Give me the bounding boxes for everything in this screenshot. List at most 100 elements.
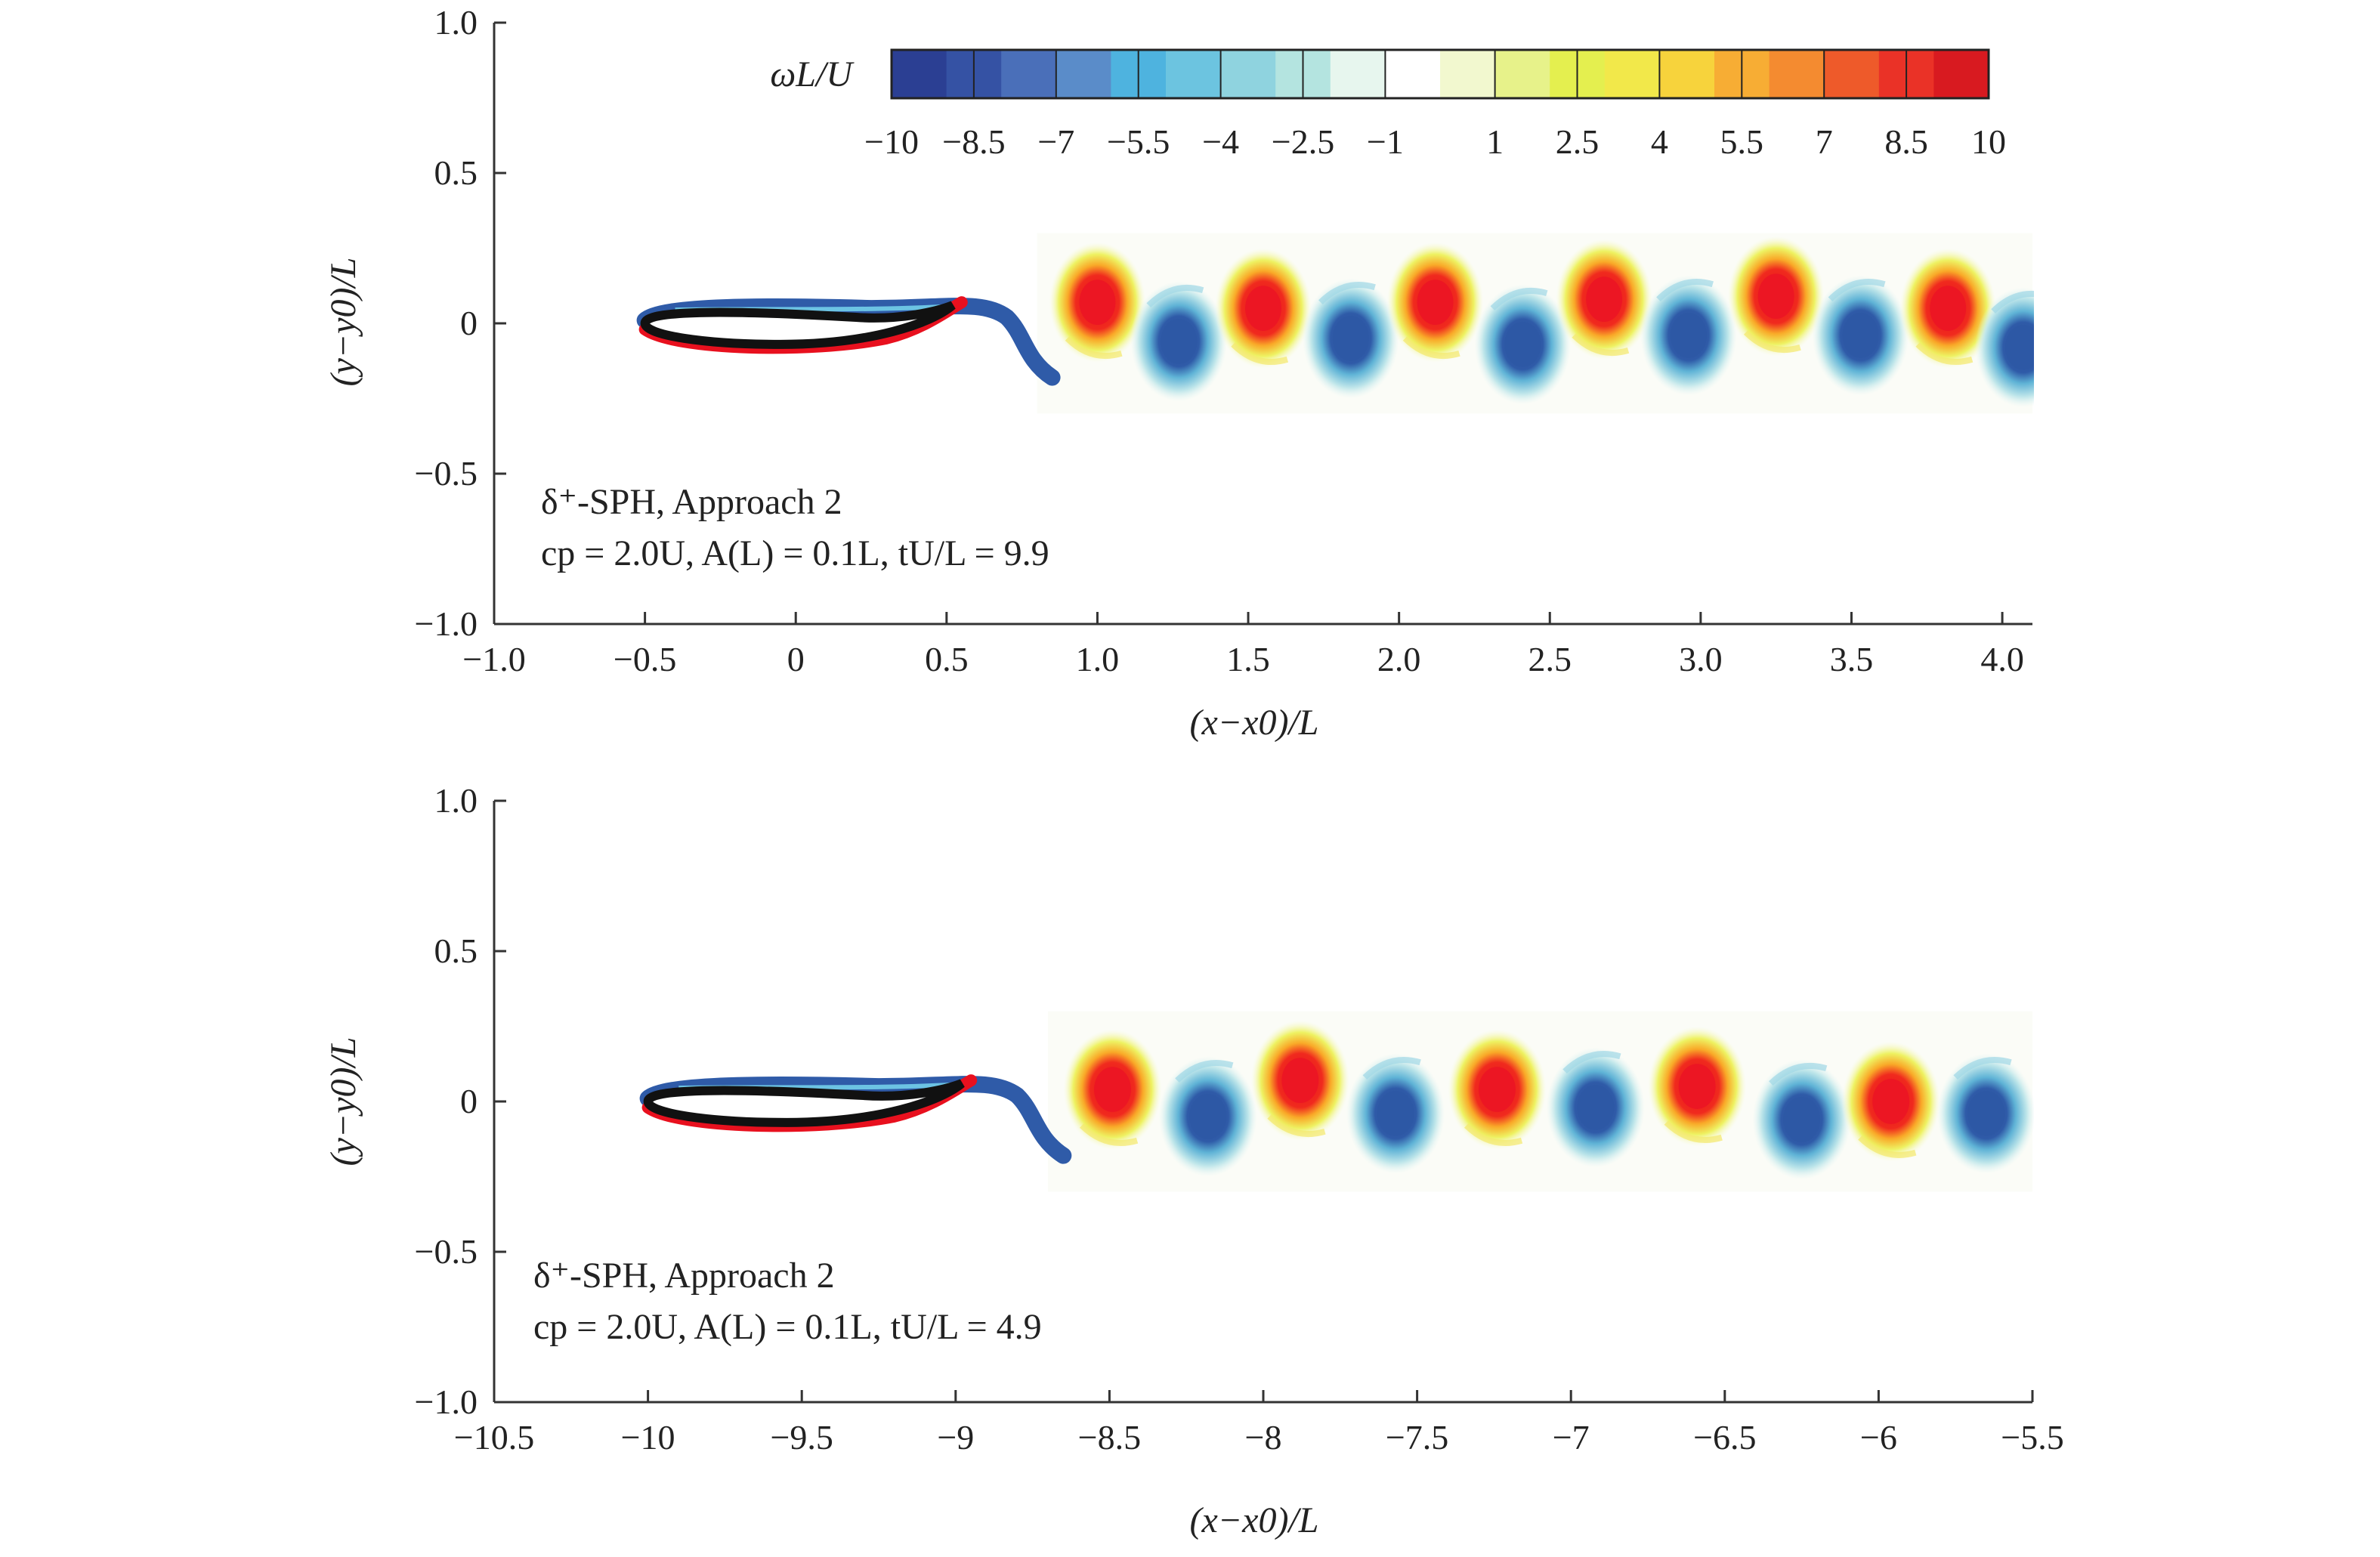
colorbar-tick-label: 2.5	[1556, 122, 1600, 161]
colorbar-swatch	[1330, 50, 1386, 98]
colorbar-tick-label: −2.5	[1272, 122, 1334, 161]
top-vortex-filament	[1065, 336, 1123, 360]
colorbar-tick-label: 10	[1971, 122, 2006, 161]
bottom-vortex-core-negative	[1189, 1094, 1227, 1139]
top-vortex-negative	[1975, 287, 2034, 408]
colorbar-swatch	[1659, 50, 1715, 98]
top-vortex-core-negative	[1842, 313, 1879, 358]
colorbar-swatch	[1385, 50, 1441, 98]
top-vortex-core-positive	[1586, 276, 1623, 323]
top-x-tick-label: 0	[787, 640, 805, 678]
bottom-vortex-filament	[1858, 1135, 1917, 1158]
top-y-tick-label: 0.5	[434, 153, 478, 192]
bottom-x-tick-label: −9	[937, 1418, 974, 1457]
top-x-tick-label: 1.5	[1226, 640, 1270, 678]
colorbar-tick-label: −10	[864, 122, 919, 161]
top-x-tick-label: 4.0	[1980, 640, 2024, 678]
top-vortex-filament	[1572, 333, 1630, 357]
top-vortex-core-negative	[1504, 322, 1541, 367]
bottom-vortex-filament	[1562, 1051, 1621, 1074]
bottom-y-tick-label: 1.0	[434, 781, 478, 820]
top-x-axis-label: (x−x0)/L	[1190, 703, 1319, 743]
colorbar-tick-label: −7	[1037, 122, 1074, 161]
top-axes: −1.0 −0.5 0 0.5 1.0 −1.0 −0.5 0 0.5 1.0 1.5 2.0 2.5 3…	[415, 3, 2032, 678]
bottom-vortex-filament	[1362, 1057, 1421, 1080]
top-vortex-filament	[1231, 341, 1289, 365]
bottom-vortex-filament	[1464, 1123, 1523, 1146]
colorbar: −10 −8.5 −7 −5.5 −4 −2.5 −1 1 2.5 4 5.5 7 8.5 10	[864, 48, 2006, 161]
top-vortex-core-positive	[1930, 286, 1967, 331]
colorbar-tick-label: 4	[1651, 122, 1668, 161]
bottom-x-tick-label: −6	[1860, 1418, 1897, 1457]
bottom-vortex-filament	[1769, 1062, 1828, 1086]
bottom-vortex-core-positive	[1479, 1067, 1516, 1112]
colorbar-swatch	[1056, 50, 1111, 98]
top-vortex-filament	[1402, 336, 1460, 360]
top-annotation-method: δ⁺-SPH, Approach 2	[541, 482, 842, 522]
top-vortex-filament	[1656, 279, 1714, 302]
bottom-vortex-filament	[1079, 1123, 1139, 1146]
colorbar-tick-label: 7	[1816, 122, 1833, 161]
colorbar-swatch	[1769, 50, 1825, 98]
bottom-y-axis-label: (y−y0)/L	[323, 1037, 363, 1166]
colorbar-swatch	[1824, 50, 1880, 98]
bottom-x-tick-label: −8	[1245, 1418, 1282, 1457]
bottom-x-tick-label: −9.5	[770, 1418, 833, 1457]
top-vortex-filament	[1743, 330, 1801, 354]
colorbar-label: ωL/U	[770, 54, 855, 94]
colorbar-swatch	[1933, 50, 1989, 98]
bottom-y-tick-label: −0.5	[415, 1232, 478, 1271]
bottom-x-tick-label: −10.5	[454, 1418, 534, 1457]
top-x-tick-label: 0.5	[925, 640, 969, 678]
bottom-vortex-core-negative	[1967, 1091, 2005, 1136]
bottom-y-tick-label: −1.0	[415, 1382, 478, 1421]
top-vortex-filament	[1146, 284, 1204, 308]
colorbar-tick-label: 8.5	[1884, 122, 1928, 161]
top-vortex-filament	[1828, 279, 1886, 302]
bottom-vortex-core-negative	[1783, 1097, 1821, 1142]
bottom-x-tick-label: −8.5	[1078, 1418, 1141, 1457]
top-vortex-core-negative	[1161, 319, 1198, 364]
top-vortex-core-positive	[1417, 280, 1454, 325]
bottom-x-tick-label: −7	[1553, 1418, 1590, 1457]
top-x-tick-label: 3.0	[1679, 640, 1723, 678]
bottom-vortex-core-negative	[1577, 1085, 1615, 1130]
bottom-vortex-core-positive	[1094, 1067, 1131, 1112]
bottom-annotation-method: δ⁺-SPH, Approach 2	[533, 1256, 835, 1296]
bottom-body-outline	[643, 1079, 965, 1127]
bottom-vortex-filament	[1175, 1060, 1234, 1083]
bottom-x-axis-label: (x−x0)/L	[1190, 1500, 1319, 1540]
bottom-plot-area	[639, 1011, 2034, 1192]
bottom-vortex-filament	[1664, 1120, 1723, 1143]
colorbar-tick-label: −8.5	[942, 122, 1005, 161]
top-y-tick-label: −0.5	[415, 454, 478, 493]
bottom-x-tick-label: −10	[621, 1418, 675, 1457]
top-annotation-params: cp = 2.0U, A(L) = 0.1L, tU/L = 9.9	[541, 533, 1049, 573]
bottom-panel: −1.0 −0.5 0 0.5 1.0 −10.5 −10 −9.5 −9 −8.5 −8 −7.5 −…	[323, 781, 2064, 1540]
bottom-annotation-params: cp = 2.0U, A(L) = 0.1L, tU/L = 4.9	[533, 1307, 1042, 1347]
top-vortex-core-negative	[1670, 313, 1707, 358]
bottom-body	[639, 1074, 1072, 1164]
colorbar-swatch	[1440, 50, 1496, 98]
top-y-tick-label: −1.0	[415, 604, 478, 643]
colorbar-swatch	[1166, 50, 1222, 98]
top-vortex-core-positive	[1757, 273, 1794, 320]
colorbar-tick-label: −1	[1367, 122, 1404, 161]
bottom-vortex-filament	[1953, 1057, 2012, 1080]
top-vortex-core-positive	[1079, 280, 1116, 325]
bottom-vortex-core-negative	[1377, 1091, 1414, 1136]
bottom-vortex-core-positive	[1872, 1079, 1910, 1124]
colorbar-swatch	[1220, 50, 1276, 98]
bottom-vortex-filament	[1267, 1114, 1326, 1138]
top-vortex-core-negative	[2005, 324, 2034, 370]
top-body-outline	[640, 301, 956, 349]
colorbar-swatch	[1001, 50, 1057, 98]
top-x-tick-label: 2.0	[1377, 640, 1421, 678]
colorbar-swatch	[892, 50, 947, 98]
bottom-axes: −1.0 −0.5 0 0.5 1.0 −10.5 −10 −9.5 −9 −8.5 −8 −7.5 −…	[415, 781, 2064, 1457]
top-vortex-filament	[1490, 287, 1548, 310]
colorbar-tick-label: 5.5	[1720, 122, 1764, 161]
top-x-tick-label: −0.5	[614, 640, 676, 678]
bottom-wake-field	[1047, 1011, 2034, 1192]
